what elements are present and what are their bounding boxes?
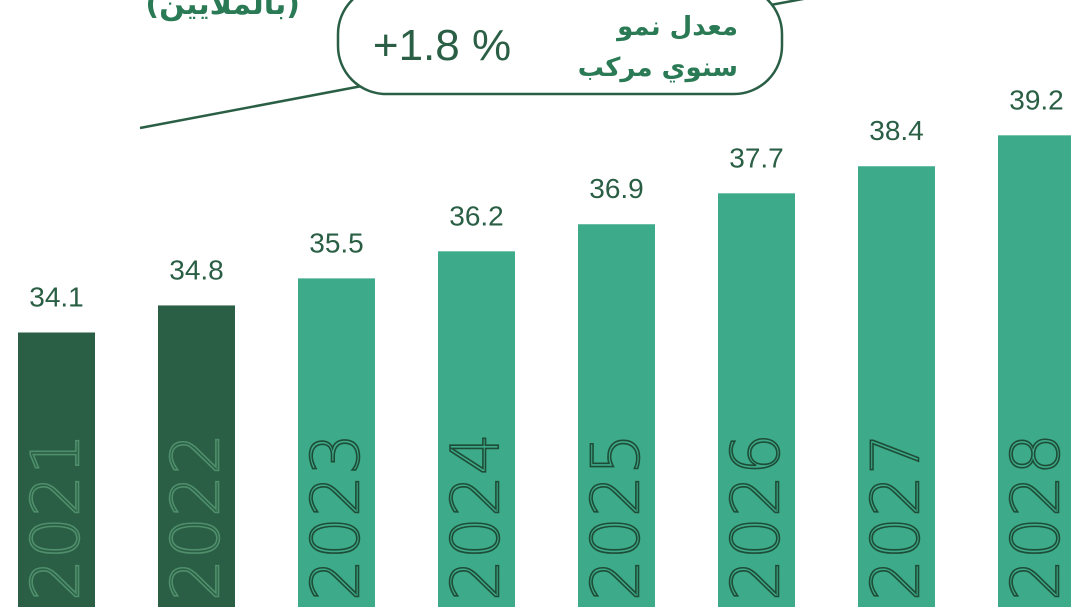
connector-line bbox=[764, 0, 805, 8]
value-label: 35.5 bbox=[309, 227, 364, 258]
bar bbox=[578, 224, 655, 607]
connector-line bbox=[139, 84, 363, 130]
bar bbox=[298, 278, 375, 607]
year-label: 2026 bbox=[718, 433, 795, 601]
cagr-value: +1.8 % bbox=[373, 21, 511, 70]
subtitle: (بالملايين) bbox=[145, 0, 300, 22]
bar bbox=[438, 251, 515, 607]
value-label: 36.2 bbox=[449, 200, 504, 231]
year-label: 2022 bbox=[158, 433, 235, 601]
value-label: 38.4 bbox=[869, 115, 924, 146]
cagr-label: معدل نمو bbox=[615, 12, 738, 42]
bar bbox=[998, 135, 1071, 607]
bar bbox=[718, 193, 795, 607]
bar bbox=[158, 305, 235, 607]
value-label: 36.9 bbox=[589, 173, 644, 204]
value-label: 37.7 bbox=[729, 142, 784, 173]
bar bbox=[18, 332, 95, 607]
year-label: 2028 bbox=[998, 433, 1071, 601]
year-label: 2027 bbox=[858, 433, 935, 601]
year-label: 2024 bbox=[438, 433, 515, 601]
year-label: 2025 bbox=[578, 433, 655, 601]
value-label: 34.1 bbox=[29, 281, 84, 312]
year-label: 2021 bbox=[18, 433, 95, 601]
cagr-label: سنوي مركب bbox=[578, 53, 738, 83]
value-label: 34.8 bbox=[169, 254, 224, 285]
bar bbox=[858, 166, 935, 607]
annotation-bubble bbox=[336, 0, 784, 96]
value-label: 39.2 bbox=[1009, 84, 1064, 115]
year-label: 2023 bbox=[298, 433, 375, 601]
